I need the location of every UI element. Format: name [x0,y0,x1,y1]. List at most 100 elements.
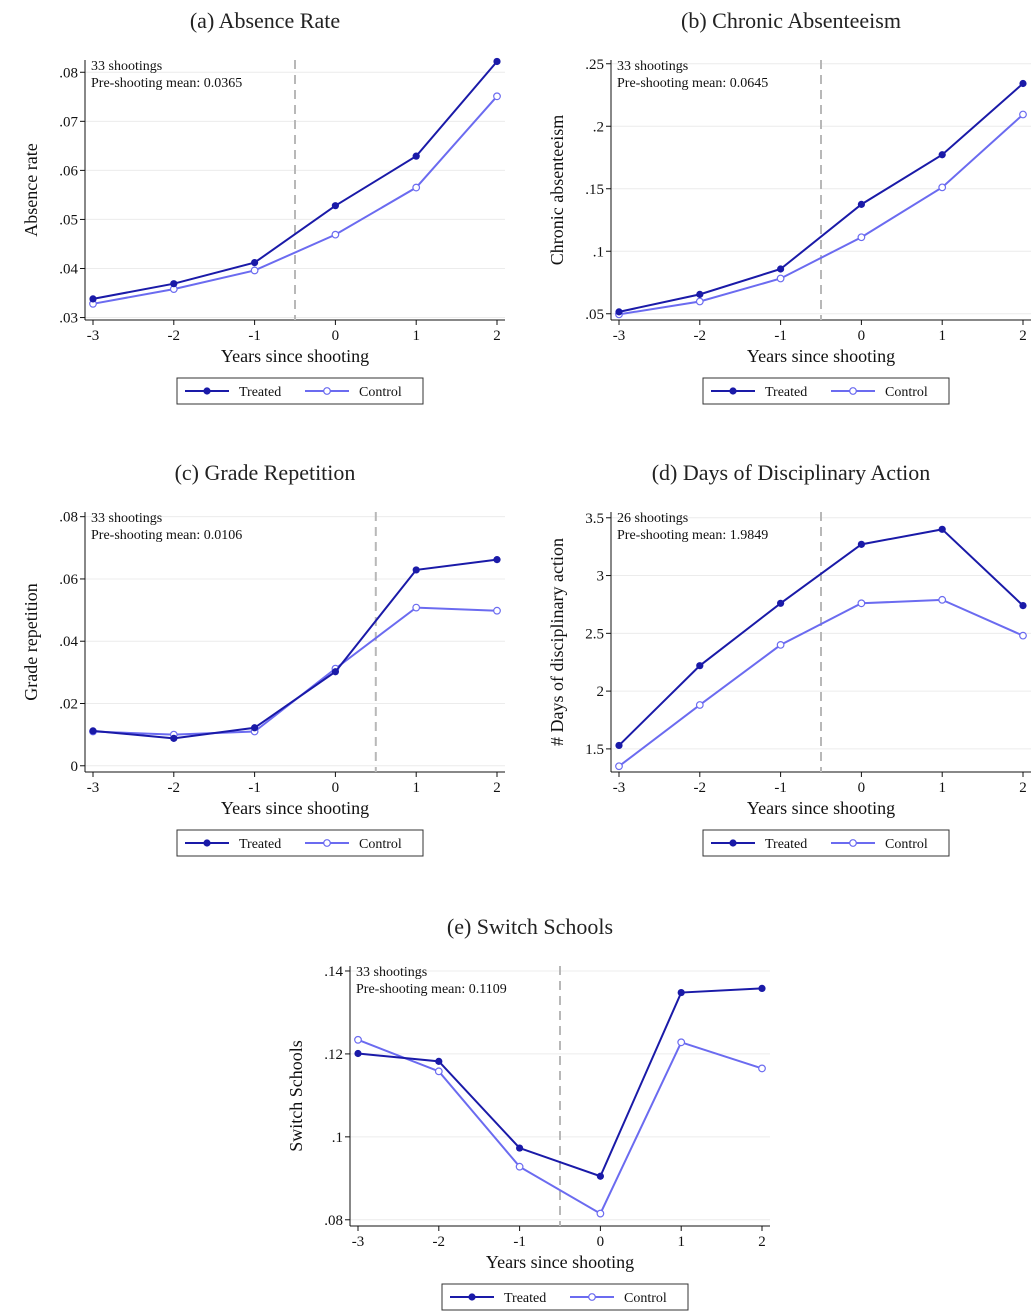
data-point-control [695,701,704,709]
y-tick-label: .08 [59,510,78,526]
data-point-treated [938,525,946,533]
data-point-treated [331,668,339,676]
annotation-text: Pre-shooting mean: 0.1109 [356,982,507,997]
data-point-treated [493,57,501,66]
annotation-text: 33 shootings [91,59,162,74]
x-tick-label: -3 [352,1234,365,1250]
legend-marker-treated [729,387,737,395]
legend-marker-control [588,1293,596,1301]
data-point-treated [1019,602,1027,610]
data-point-treated [89,727,97,735]
data-point-control [938,595,947,604]
x-tick-label: -3 [87,780,100,796]
x-tick-label: 0 [597,1234,605,1250]
x-axis-title: Years since shooting [747,346,895,366]
panel-switch-schools: (e) Switch Schools .08 .1 .12 .14 -3 -2 -1 0 1 2 Y… [275,906,785,1314]
x-tick-label: -1 [513,1234,526,1250]
data-point-treated [696,290,704,298]
x-tick-label: -2 [694,328,707,344]
series-line-treated [618,82,1024,313]
x-tick-label: -1 [248,780,261,796]
data-point-control [250,266,259,275]
y-tick-label: .04 [59,261,78,277]
series-line-control [618,113,1024,316]
y-tick-label: 2 [597,684,605,700]
data-point-control [1019,631,1027,640]
x-tick-label: -1 [248,328,261,344]
panel-disciplinary-action: (d) Days of Disciplinary Action 1.5 2 2.5 3… [536,452,1034,882]
line-chart-switch-schools: .08 .1 .12 .14 -3 -2 -1 0 1 2 Years since shooting… [286,964,770,1311]
x-tick-label: -2 [168,780,181,796]
panel-grade-repetition: (c) Grade Repetition 0 .02 .04 .06 .08 -3 -2 -1… [10,452,520,882]
series-line-treated [357,987,763,1178]
data-point-treated [170,280,178,288]
legend-label-control: Control [359,837,402,852]
x-tick-label: 2 [1019,780,1027,796]
data-point-control [615,762,623,771]
series-line-treated [92,60,498,300]
data-point-treated [89,295,97,303]
panel-absence-rate: (a) Absence Rate .03 .04 .05 .06 .07 .08 -3 -2 -… [10,0,520,430]
x-tick-label: -3 [87,328,100,344]
x-tick-label: 1 [938,780,946,796]
data-point-control [493,92,501,101]
series-line-control [618,598,1024,768]
legend-marker-control [323,387,331,395]
y-tick-label: .05 [59,212,78,228]
data-point-treated [493,556,501,564]
y-tick-label: .05 [585,307,604,323]
legend-label-control: Control [885,837,928,852]
data-point-treated [938,151,946,159]
x-axis-title: Years since shooting [486,1252,634,1272]
legend-marker-control [323,839,331,847]
y-tick-label: .1 [593,244,604,260]
data-point-treated [596,1172,604,1180]
y-tick-label: 1.5 [585,742,604,758]
annotation-text: Pre-shooting mean: 0.0106 [91,528,242,543]
legend-label-treated: Treated [504,1291,546,1306]
data-point-treated [516,1144,524,1152]
data-point-treated [777,599,785,607]
data-point-control [596,1209,605,1218]
y-tick-label: 2.5 [585,626,604,642]
y-tick-label: .06 [59,572,78,588]
data-point-control [857,233,866,242]
panel-chronic-absenteeism: (b) Chronic Absenteeism .05 .1 .15 .2 .25 -3 -… [536,0,1034,430]
series-line-control [92,95,498,305]
data-point-control [493,606,501,615]
chart-title: (b) Chronic Absenteeism [681,8,901,33]
data-point-control [1019,110,1027,119]
y-tick-label: .2 [593,119,604,135]
x-tick-label: -2 [433,1234,446,1250]
x-tick-label: 1 [412,780,420,796]
y-tick-label: 3.5 [585,511,604,527]
data-point-control [515,1162,524,1171]
legend-label-treated: Treated [765,837,807,852]
data-point-treated [615,741,623,750]
y-tick-label: .25 [585,57,604,73]
y-tick-label: .14 [324,964,343,980]
legend-label-treated: Treated [239,837,281,852]
x-tick-label: -2 [694,780,707,796]
x-tick-label: 1 [938,328,946,344]
data-point-treated [251,724,259,732]
y-axis-title: Switch Schools [286,1040,306,1152]
x-tick-label: 0 [858,328,866,344]
series-line-control [92,606,498,736]
y-tick-label: 0 [71,759,79,775]
data-point-control [776,274,785,283]
annotation-text: Pre-shooting mean: 1.9849 [617,528,768,543]
y-tick-label: .06 [59,163,78,179]
series-line-treated [618,528,1024,747]
annotation-text: 33 shootings [356,965,427,980]
annotation-text: 33 shootings [617,59,688,74]
x-tick-label: -1 [774,328,787,344]
x-axis-title: Years since shooting [221,798,369,818]
data-point-control [412,603,421,612]
legend-marker-treated [203,839,211,847]
x-axis-title: Years since shooting [221,346,369,366]
x-tick-label: -2 [168,328,181,344]
data-point-treated [331,202,339,210]
y-tick-label: .1 [332,1130,343,1146]
y-tick-label: .03 [59,311,78,327]
